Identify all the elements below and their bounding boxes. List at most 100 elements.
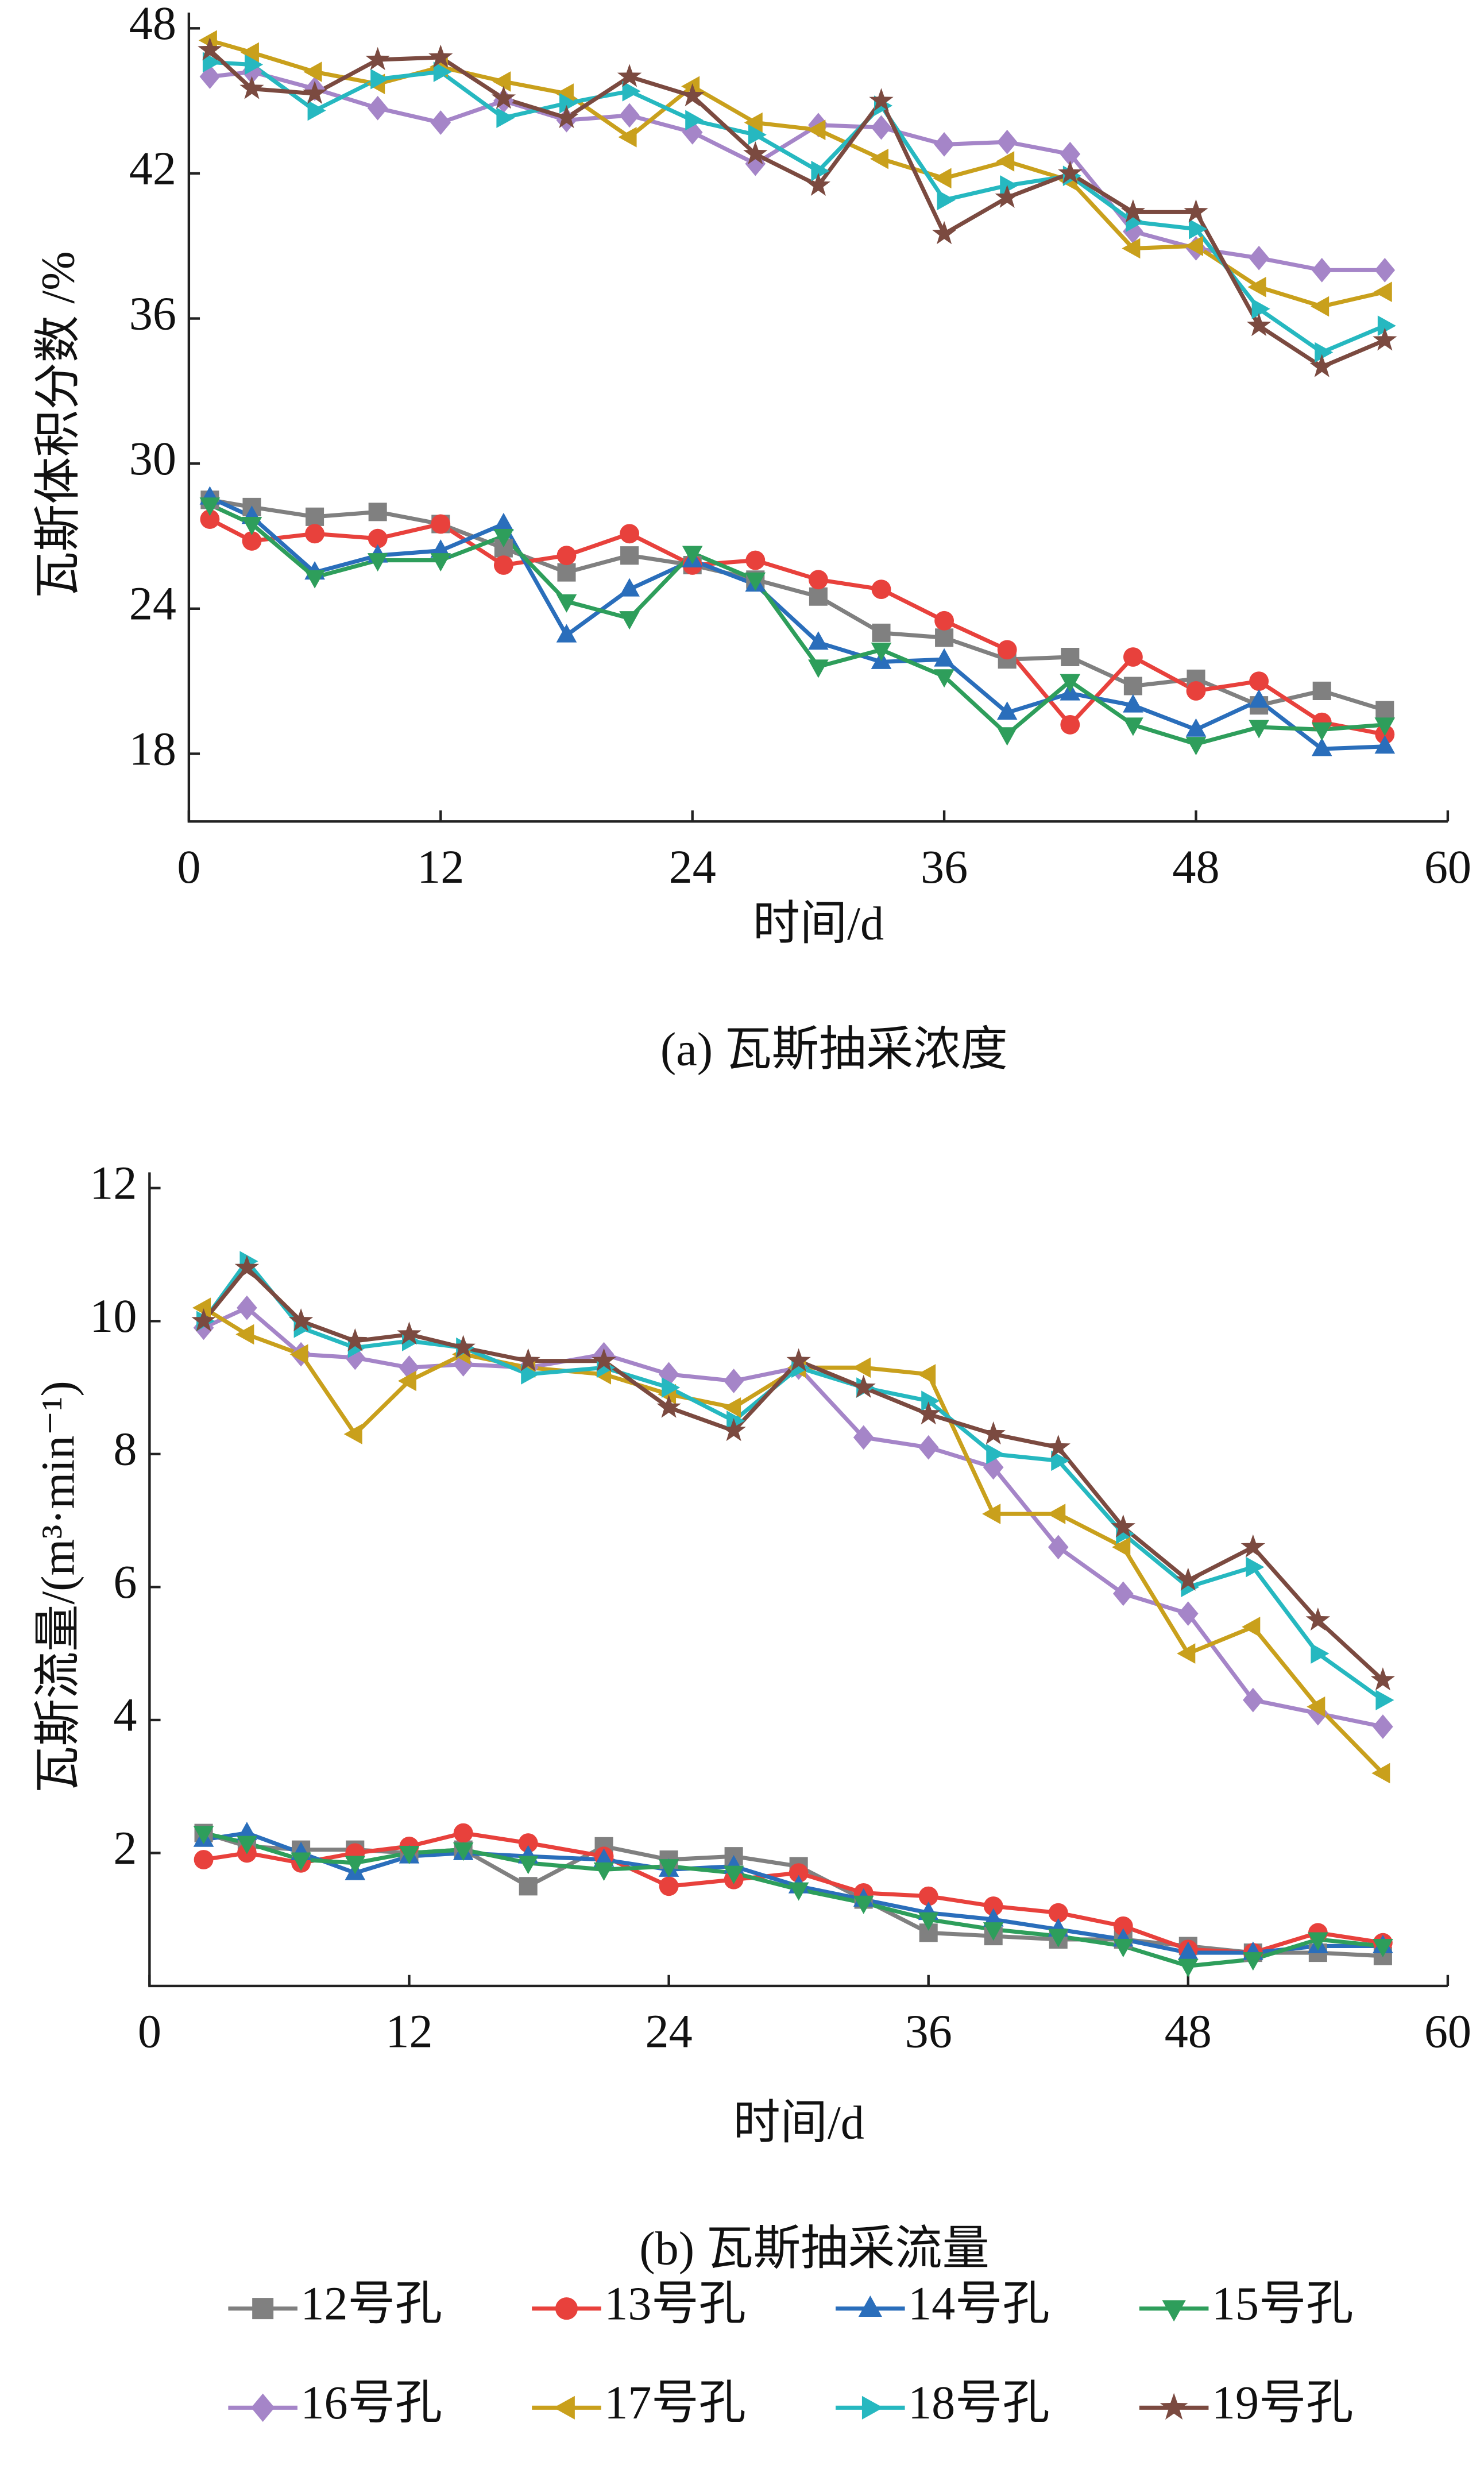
marker xyxy=(1177,1958,1199,1977)
marker xyxy=(193,1826,214,1845)
marker xyxy=(1312,681,1331,700)
marker xyxy=(1186,681,1206,701)
marker xyxy=(451,1335,476,1358)
marker xyxy=(1112,1537,1131,1558)
y-tick-label: 30 xyxy=(129,432,176,485)
series-line xyxy=(202,1265,1385,1682)
marker xyxy=(303,61,322,82)
marker xyxy=(199,497,221,516)
marker xyxy=(554,105,579,129)
marker xyxy=(1373,1939,1393,1958)
marker xyxy=(1051,1450,1070,1471)
marker xyxy=(242,531,262,551)
marker xyxy=(811,160,830,181)
marker xyxy=(1311,722,1332,741)
marker xyxy=(492,71,511,92)
marker xyxy=(933,168,952,189)
y-axis-title: 瓦斯流量/(m³·min⁻¹) xyxy=(32,1381,84,1793)
marker xyxy=(918,1912,939,1931)
marker xyxy=(593,1848,615,1867)
x-tick-label: 60 xyxy=(1424,2005,1471,2057)
marker xyxy=(620,524,640,544)
marker xyxy=(618,126,637,148)
marker xyxy=(431,514,451,534)
marker xyxy=(1047,1504,1066,1524)
marker xyxy=(234,1255,260,1278)
marker xyxy=(983,1922,1004,1941)
marker xyxy=(858,2296,882,2317)
chart: 0 12 24 36 48 60 18 24 30 36 42 48 瓦斯体积分数 /% 时间/d (a) … xyxy=(32,0,1471,1076)
marker xyxy=(1000,175,1019,196)
y-tick-label: 8 xyxy=(113,1423,137,1475)
marker xyxy=(745,550,766,570)
marker xyxy=(996,727,1018,746)
x-tick-label: 36 xyxy=(905,2005,952,2057)
marker xyxy=(1308,1932,1328,1951)
marker xyxy=(1243,1952,1263,1971)
marker xyxy=(1373,327,1397,351)
x-axis-title: 时间/d xyxy=(733,2096,864,2149)
marker xyxy=(997,640,1017,660)
y-tick-label: 6 xyxy=(113,1556,137,1608)
marker xyxy=(723,1865,744,1884)
y-tick-label: 18 xyxy=(129,722,176,775)
marker xyxy=(493,529,514,548)
marker xyxy=(619,578,640,597)
series-line xyxy=(203,1305,1383,1729)
marker xyxy=(491,86,516,109)
marker xyxy=(1240,1534,1266,1558)
marker xyxy=(241,516,262,536)
marker xyxy=(619,611,640,630)
marker xyxy=(996,701,1018,720)
marker xyxy=(367,95,388,121)
marker xyxy=(1112,1939,1134,1958)
marker xyxy=(202,52,221,73)
marker xyxy=(1123,647,1143,667)
y-tick-label: 48 xyxy=(129,0,176,49)
x-tick-label: 24 xyxy=(645,2005,692,2057)
marker xyxy=(982,1504,1001,1524)
y-tick-label: 10 xyxy=(90,1290,137,1342)
marker xyxy=(808,659,829,678)
marker xyxy=(680,83,705,107)
marker xyxy=(622,80,641,102)
marker xyxy=(996,151,1015,172)
marker xyxy=(918,1435,939,1460)
marker xyxy=(1311,296,1330,317)
marker xyxy=(556,624,577,643)
legend-label: 19号孔 xyxy=(1212,2377,1354,2429)
marker xyxy=(368,528,388,548)
marker xyxy=(1123,717,1143,736)
series-line xyxy=(202,1306,1385,1775)
marker xyxy=(1374,717,1396,736)
marker xyxy=(1373,1714,1393,1739)
marker xyxy=(1112,1581,1134,1606)
marker xyxy=(1123,694,1143,713)
marker xyxy=(682,546,703,565)
marker xyxy=(1176,1567,1200,1591)
marker xyxy=(235,1324,254,1345)
marker xyxy=(986,1444,1005,1465)
y-tick-label: 12 xyxy=(90,1157,137,1210)
marker xyxy=(518,1833,538,1853)
y-tick-label: 42 xyxy=(129,142,176,195)
marker xyxy=(721,1418,746,1442)
marker xyxy=(921,1390,940,1412)
marker xyxy=(789,1863,809,1883)
marker xyxy=(1048,1929,1069,1948)
series-line xyxy=(208,48,1386,369)
marker xyxy=(399,1845,420,1865)
marker xyxy=(593,1862,615,1881)
marker xyxy=(288,1308,314,1332)
marker xyxy=(430,553,451,572)
marker xyxy=(1246,312,1272,337)
marker xyxy=(553,2395,575,2420)
marker xyxy=(809,587,828,606)
marker xyxy=(983,1896,1003,1916)
marker xyxy=(786,1348,811,1371)
marker xyxy=(305,524,324,544)
marker xyxy=(302,80,327,105)
y-tick-label: 24 xyxy=(129,578,176,630)
marker xyxy=(1311,737,1332,756)
marker xyxy=(869,88,894,111)
